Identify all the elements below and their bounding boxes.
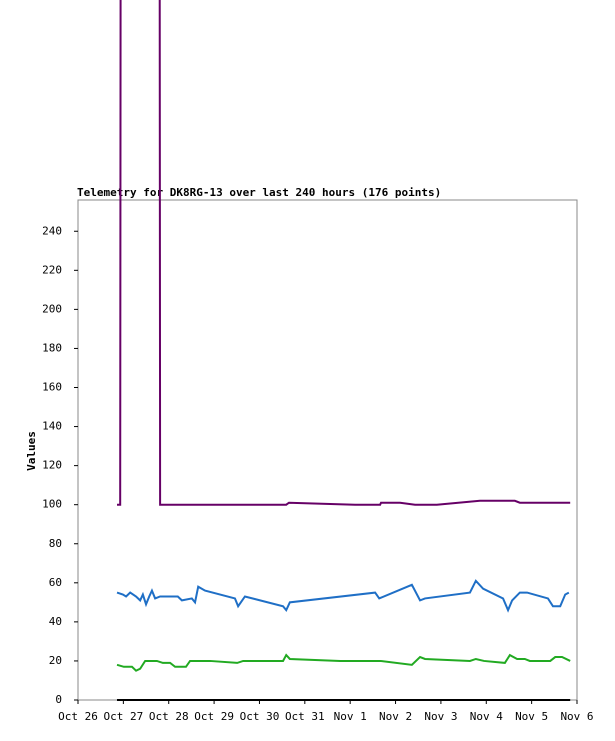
series-line bbox=[116, 653, 571, 672]
y-tick-label: 160 bbox=[42, 381, 62, 394]
x-tick-label: Oct 27 bbox=[103, 710, 143, 723]
x-tick-label: Oct 28 bbox=[149, 710, 189, 723]
y-tick-label: 40 bbox=[49, 615, 62, 628]
x-tick-label: Nov 6 bbox=[560, 710, 593, 723]
x-tick-label: Nov 1 bbox=[334, 710, 367, 723]
x-tick-label: Nov 2 bbox=[379, 710, 412, 723]
y-tick-label: 120 bbox=[42, 459, 62, 472]
y-tick-label: 80 bbox=[49, 537, 62, 550]
x-tick-label: Oct 30 bbox=[240, 710, 280, 723]
chart-title: Telemetry for DK8RG-13 over last 240 hou… bbox=[77, 186, 441, 199]
x-tick-label: Oct 31 bbox=[285, 710, 325, 723]
x-tick-label: Nov 4 bbox=[470, 710, 503, 723]
x-tick-label: Nov 5 bbox=[515, 710, 548, 723]
y-tick-label: 220 bbox=[42, 263, 62, 276]
plot-frame bbox=[77, 199, 578, 701]
series-line bbox=[117, 0, 571, 506]
x-tick-label: Oct 29 bbox=[194, 710, 234, 723]
x-tick-label: Nov 3 bbox=[424, 710, 457, 723]
x-tick-label: Oct 26 bbox=[58, 710, 98, 723]
series-line bbox=[116, 579, 570, 613]
y-tick-label: 240 bbox=[42, 224, 62, 237]
y-tick-label: 100 bbox=[42, 498, 62, 511]
y-tick-label: 140 bbox=[42, 420, 62, 433]
y-tick-label: 20 bbox=[49, 654, 62, 667]
y-tick-label: 200 bbox=[42, 302, 62, 315]
y-tick-label: 60 bbox=[49, 576, 62, 589]
y-tick-label: 180 bbox=[42, 341, 62, 354]
y-axis-label: Values bbox=[25, 431, 38, 471]
y-tick-label: 0 bbox=[55, 693, 62, 706]
